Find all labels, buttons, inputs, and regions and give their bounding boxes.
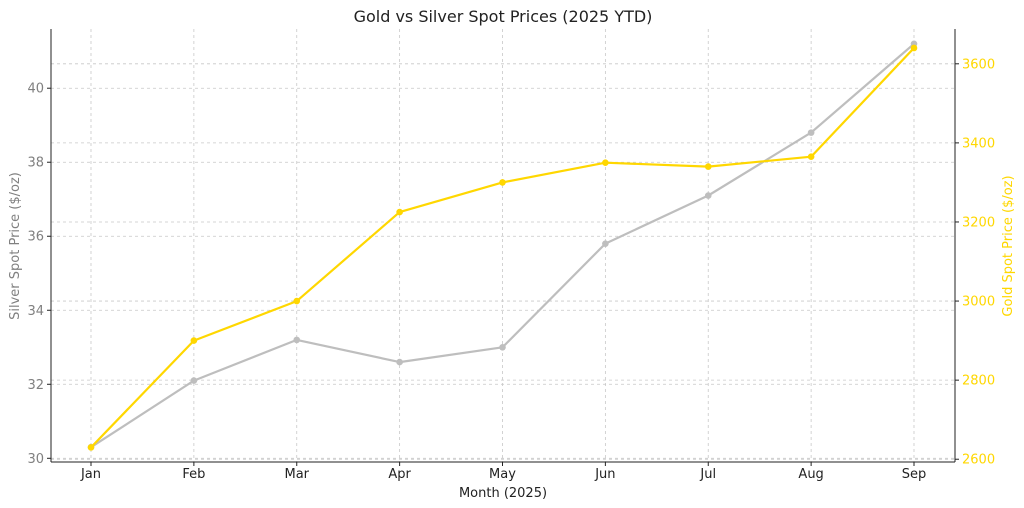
x-axis-label: Month (2025) xyxy=(459,486,547,501)
silver-point xyxy=(190,377,198,384)
y-right-tick-label: 3000 xyxy=(962,295,995,310)
x-tick-label: Mar xyxy=(284,467,309,482)
axes-layer: Jan Feb Mar Apr May Jun Jul Aug Sep 30 32 34 36 38 40 2… xyxy=(27,29,995,482)
gold-point xyxy=(807,153,815,161)
y-right-tick-label: 2600 xyxy=(962,453,995,468)
y-left-tick-label: 30 xyxy=(27,452,44,467)
gold-point xyxy=(499,179,506,186)
silver-point xyxy=(704,192,712,199)
x-tick-label: Jul xyxy=(699,467,716,482)
gold-point xyxy=(87,444,95,451)
gold-point xyxy=(910,44,918,52)
y-right-tick-label: 3400 xyxy=(962,136,995,151)
x-tick-label: Jan xyxy=(80,467,101,482)
gold-point xyxy=(602,159,609,166)
y-right-tick-label: 2800 xyxy=(962,374,995,389)
gold-point xyxy=(293,297,301,305)
y-left-tick-label: 36 xyxy=(27,230,44,245)
x-tick-label: May xyxy=(489,467,516,482)
y-left-tick-label: 32 xyxy=(27,378,44,393)
y-left-tick-label: 38 xyxy=(27,156,44,171)
silver-point xyxy=(807,129,815,136)
gold-point xyxy=(704,163,712,170)
x-tick-label: Sep xyxy=(902,467,927,482)
chart-title: Gold vs Silver Spot Prices (2025 YTD) xyxy=(354,7,653,26)
y-right-tick-label: 3600 xyxy=(962,57,995,72)
silver-point xyxy=(293,336,301,344)
x-tick-label: Feb xyxy=(182,467,205,482)
y-right-tick-label: 3200 xyxy=(962,215,995,230)
y-left-tick-label: 34 xyxy=(27,304,44,319)
x-tick-label: Apr xyxy=(388,467,411,482)
silver-point xyxy=(499,343,506,351)
y-left-tick-label: 40 xyxy=(27,82,44,97)
x-tick-label: Jun xyxy=(594,467,615,482)
series-layer xyxy=(87,40,918,451)
gold-point xyxy=(190,337,198,344)
silver-point xyxy=(602,240,609,247)
grid-layer xyxy=(51,29,955,462)
y-axis-left-label: Silver Spot Price ($/oz) xyxy=(8,172,23,320)
x-tick-label: Aug xyxy=(798,467,823,482)
silver-point xyxy=(396,358,403,366)
gold-point xyxy=(396,208,403,216)
y-axis-right-label: Gold Spot Price ($/oz) xyxy=(1001,175,1016,316)
